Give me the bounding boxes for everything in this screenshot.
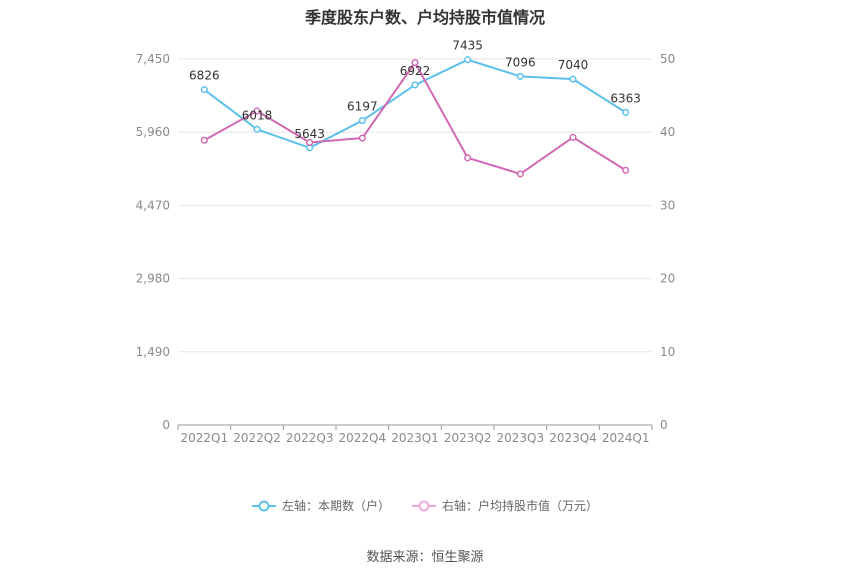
- x-tick-label: 2023Q2: [444, 431, 492, 445]
- data-point: [622, 108, 630, 116]
- data-label: 7096: [505, 55, 536, 69]
- x-tick-label: 2024Q1: [602, 431, 650, 445]
- data-point: [358, 117, 366, 125]
- data-point: [411, 81, 419, 89]
- x-tick-label: 2022Q4: [339, 431, 387, 445]
- y-right-tick-label: 50: [660, 52, 675, 66]
- y-right-tick-label: 20: [660, 272, 675, 286]
- legend: 左轴：本期数（户） 右轴：户均持股市值（万元）: [0, 497, 850, 514]
- data-label: 7040: [558, 58, 589, 72]
- legend-label-right: 右轴：户均持股市值（万元）: [442, 499, 599, 513]
- x-tick-label: 2022Q1: [181, 431, 229, 445]
- y-left-tick-label: 2,980: [136, 272, 170, 286]
- data-label: 6197: [347, 100, 378, 114]
- data-point: [358, 134, 366, 142]
- data-point: [411, 59, 419, 67]
- y-right-tick-label: 40: [660, 125, 675, 139]
- data-point: [200, 136, 208, 144]
- axes: 0 0 1,490 10 2,980 20 4,470 30 5,960 40 7,450 50 202…: [136, 52, 676, 445]
- chart-title: 季度股东户数、户均持股市值情况: [304, 8, 545, 27]
- data-source: 数据来源：恒生聚源: [366, 550, 484, 565]
- data-label: 6826: [189, 69, 220, 83]
- data-label: 6363: [610, 91, 641, 105]
- data-point: [516, 170, 524, 178]
- legend-marker-right-icon: [412, 500, 436, 511]
- y-right-tick-label: 0: [660, 418, 668, 432]
- x-tick-label: 2022Q3: [286, 431, 334, 445]
- data-point: [569, 75, 577, 83]
- data-label: 7435: [452, 39, 483, 53]
- y-left-tick-label: 1,490: [136, 345, 170, 359]
- data-label: 5643: [294, 127, 325, 141]
- grid-lines: [178, 58, 652, 353]
- y-left-tick-label: 0: [162, 418, 170, 432]
- y-left-tick-label: 4,470: [136, 198, 170, 212]
- data-label: 6922: [400, 64, 431, 78]
- data-point: [516, 72, 524, 80]
- x-tick-label: 2022Q2: [233, 431, 281, 445]
- x-tick-label: 2023Q1: [391, 431, 439, 445]
- y-left-tick-label: 5,960: [136, 125, 170, 139]
- legend-label-left: 左轴：本期数（户）: [281, 499, 390, 513]
- y-left-tick-label: 7,450: [136, 52, 170, 66]
- y-right-tick-label: 30: [660, 198, 675, 212]
- legend-item-left[interactable]: 左轴：本期数（户）: [251, 497, 390, 514]
- data-point: [200, 86, 208, 94]
- chart-canvas: 0 0 1,490 10 2,980 20 4,470 30 5,960 40 7,450 50 202…: [136, 39, 676, 445]
- data-point: [569, 133, 577, 141]
- data-point: [464, 56, 472, 64]
- y-right-tick-label: 10: [660, 345, 675, 359]
- series-layer: [200, 56, 630, 178]
- data-point: [253, 107, 261, 115]
- data-point: [622, 166, 630, 174]
- legend-item-right[interactable]: 右轴：户均持股市值（万元）: [412, 497, 598, 514]
- data-point: [464, 154, 472, 162]
- x-tick-label: 2023Q3: [497, 431, 545, 445]
- data-label: 6018: [242, 108, 273, 122]
- data-point: [253, 125, 261, 133]
- data-labels: 6826 6018 5643 6197 6922 7435 7096 7040 6363: [189, 39, 641, 141]
- legend-marker-left-icon: [251, 500, 276, 511]
- data-point: [306, 138, 314, 146]
- x-tick-label: 2023Q4: [549, 431, 597, 445]
